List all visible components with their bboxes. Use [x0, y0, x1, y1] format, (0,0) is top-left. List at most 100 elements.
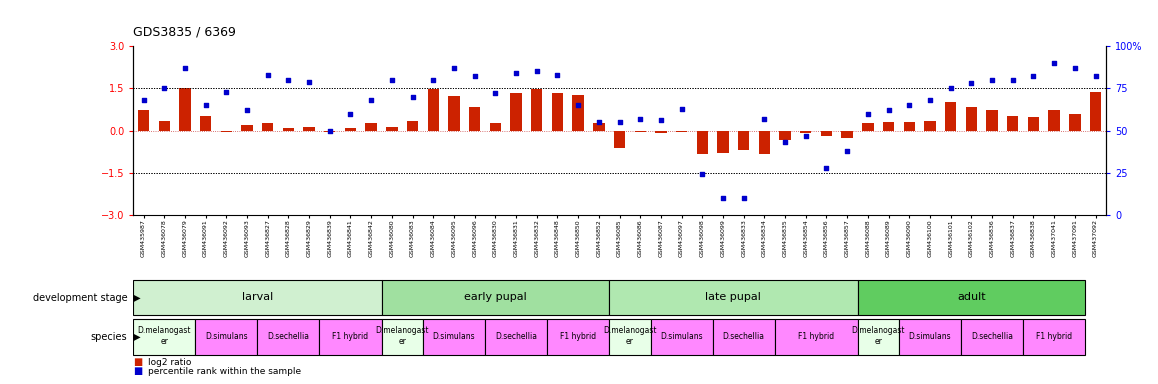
Point	[569, 102, 587, 108]
Bar	[511, 93, 522, 131]
Bar	[532, 89, 542, 131]
FancyBboxPatch shape	[1024, 319, 1085, 355]
Bar	[635, 131, 646, 132]
Point	[321, 127, 339, 134]
Point	[1065, 65, 1084, 71]
Bar	[469, 107, 481, 131]
FancyBboxPatch shape	[858, 319, 899, 355]
Bar	[241, 126, 252, 131]
Point	[279, 77, 298, 83]
Bar	[738, 131, 749, 150]
Point	[631, 116, 650, 122]
Point	[197, 102, 215, 108]
Point	[1086, 73, 1105, 79]
FancyBboxPatch shape	[547, 319, 609, 355]
Bar	[262, 122, 273, 131]
Point	[155, 85, 174, 91]
Bar	[966, 108, 977, 131]
Point	[983, 77, 1002, 83]
Point	[1024, 73, 1042, 79]
Bar	[945, 102, 957, 131]
Text: late pupal: late pupal	[705, 292, 761, 302]
Text: D.melanogast
er: D.melanogast er	[851, 326, 906, 346]
Point	[300, 78, 318, 84]
FancyBboxPatch shape	[712, 319, 775, 355]
Text: early pupal: early pupal	[464, 292, 527, 302]
Text: ▶: ▶	[130, 332, 140, 342]
Bar	[1090, 92, 1101, 131]
Text: F1 hybrid: F1 hybrid	[560, 332, 596, 341]
Bar	[406, 121, 418, 131]
Text: percentile rank within the sample: percentile rank within the sample	[148, 367, 301, 376]
Text: D.simulans: D.simulans	[660, 332, 703, 341]
Bar	[1048, 110, 1060, 131]
Text: GDS3835 / 6369: GDS3835 / 6369	[133, 25, 236, 38]
Bar	[842, 131, 853, 139]
Point	[610, 119, 629, 125]
Text: D.melanogast
er: D.melanogast er	[138, 326, 191, 346]
Point	[403, 94, 422, 100]
Point	[818, 165, 836, 171]
Point	[134, 97, 153, 103]
Text: larval: larval	[242, 292, 273, 302]
Point	[382, 77, 401, 83]
Text: F1 hybrid: F1 hybrid	[798, 332, 834, 341]
Point	[797, 132, 815, 139]
Text: D.simulans: D.simulans	[205, 332, 248, 341]
Point	[176, 65, 195, 71]
Point	[342, 111, 360, 117]
FancyBboxPatch shape	[899, 319, 961, 355]
Point	[838, 148, 857, 154]
Point	[962, 80, 981, 86]
Bar	[863, 122, 873, 131]
Text: log2 ratio: log2 ratio	[148, 358, 191, 367]
Point	[673, 106, 691, 112]
Bar	[345, 128, 357, 131]
Point	[900, 102, 918, 108]
Point	[589, 119, 608, 125]
Bar	[593, 123, 604, 131]
Text: ■: ■	[133, 366, 142, 376]
Bar	[676, 131, 688, 132]
Bar	[800, 131, 812, 133]
Text: ■: ■	[133, 357, 142, 367]
FancyBboxPatch shape	[196, 319, 257, 355]
Text: species: species	[90, 332, 127, 342]
Bar	[572, 94, 584, 131]
Point	[486, 90, 505, 96]
Bar	[717, 131, 728, 152]
Bar	[200, 116, 211, 131]
Text: D.simulans: D.simulans	[909, 332, 951, 341]
Text: development stage: development stage	[32, 293, 127, 303]
FancyBboxPatch shape	[381, 319, 423, 355]
FancyBboxPatch shape	[423, 319, 485, 355]
Text: D.melanogast
er: D.melanogast er	[603, 326, 657, 346]
Bar	[1007, 116, 1018, 131]
Point	[548, 72, 566, 78]
Point	[921, 97, 939, 103]
Bar	[697, 131, 708, 154]
FancyBboxPatch shape	[651, 319, 712, 355]
Bar	[758, 131, 770, 154]
Text: D.sechellia: D.sechellia	[496, 332, 537, 341]
FancyBboxPatch shape	[858, 280, 1085, 315]
Point	[258, 72, 277, 78]
Point	[941, 85, 960, 91]
Point	[1004, 77, 1023, 83]
FancyBboxPatch shape	[485, 319, 547, 355]
Text: ▶: ▶	[130, 293, 140, 303]
Bar	[779, 131, 791, 139]
Text: F1 hybrid: F1 hybrid	[332, 332, 368, 341]
Point	[652, 118, 670, 124]
Text: D.melanogast
er: D.melanogast er	[375, 326, 428, 346]
Bar	[324, 131, 336, 132]
Point	[445, 65, 463, 71]
Text: F1 hybrid: F1 hybrid	[1036, 332, 1072, 341]
Bar	[882, 122, 894, 131]
Bar	[179, 88, 191, 131]
Bar	[448, 96, 460, 131]
Bar	[903, 122, 915, 131]
Bar	[386, 127, 397, 131]
Point	[734, 195, 753, 201]
Bar	[987, 110, 998, 131]
